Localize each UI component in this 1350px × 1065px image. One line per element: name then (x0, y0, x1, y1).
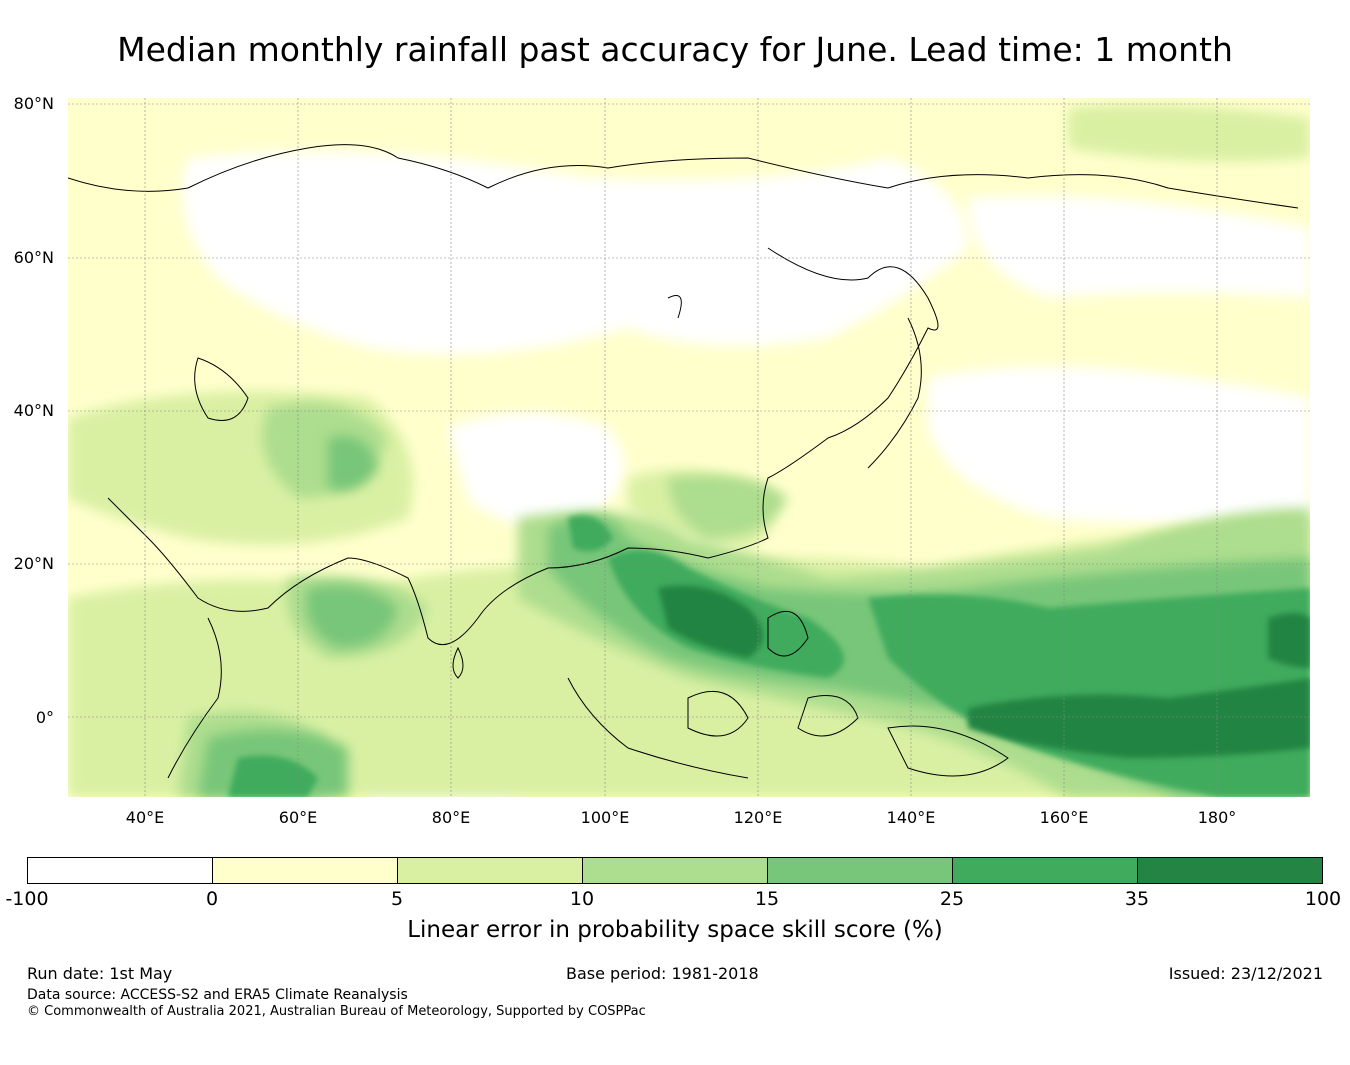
lon-label-160e: 160°E (1039, 808, 1089, 827)
lon-label-140e: 140°E (886, 808, 936, 827)
colorbar-tick: -100 (5, 888, 49, 910)
map-title: Median monthly rainfall past accuracy fo… (117, 30, 1233, 69)
lon-label-80e: 80°E (431, 808, 471, 827)
colorbar-segment (213, 858, 398, 883)
lon-label-100e: 100°E (580, 808, 630, 827)
colorbar-segment (953, 858, 1138, 883)
colorbar-segment (28, 858, 213, 883)
colorbar-tick: 35 (1124, 888, 1150, 910)
lon-label-180: 180° (1197, 808, 1237, 827)
colorbar-segment (583, 858, 768, 883)
lon-label-40e: 40°E (125, 808, 165, 827)
skill-map-canvas (68, 98, 1310, 797)
colorbar-tick: 5 (390, 888, 404, 910)
colorbar-tick: 100 (1304, 888, 1342, 910)
run-date: Run date: 1st May (27, 964, 173, 983)
issued-date: Issued: 23/12/2021 (1168, 964, 1323, 983)
colorbar-tick: 0 (205, 888, 219, 910)
lon-label-60e: 60°E (278, 808, 318, 827)
coastlines (68, 144, 1299, 779)
colorbar-tick: 10 (569, 888, 595, 910)
copyright: © Commonwealth of Australia 2021, Austra… (27, 1004, 646, 1019)
colorbar (27, 857, 1323, 884)
colorbar-tick: 15 (754, 888, 780, 910)
data-source: Data source: ACCESS-S2 and ERA5 Climate … (27, 987, 408, 1003)
lat-label-20n: 20°N (13, 554, 54, 573)
lat-label-60n: 60°N (13, 248, 54, 267)
gridlines (68, 98, 1310, 797)
colorbar-segment (1138, 858, 1322, 883)
colorbar-label: Linear error in probability space skill … (407, 917, 943, 943)
skill-map (68, 98, 1310, 797)
colorbar-segment (768, 858, 953, 883)
colorbar-segment (398, 858, 583, 883)
lat-label-80n: 80°N (13, 94, 54, 113)
colorbar-tick: 25 (939, 888, 965, 910)
skill-35-100-regions (658, 585, 1310, 758)
lat-label-40n: 40°N (13, 401, 54, 420)
lat-label-0: 0° (35, 708, 54, 727)
base-period: Base period: 1981-2018 (566, 964, 759, 983)
lon-label-120e: 120°E (733, 808, 783, 827)
